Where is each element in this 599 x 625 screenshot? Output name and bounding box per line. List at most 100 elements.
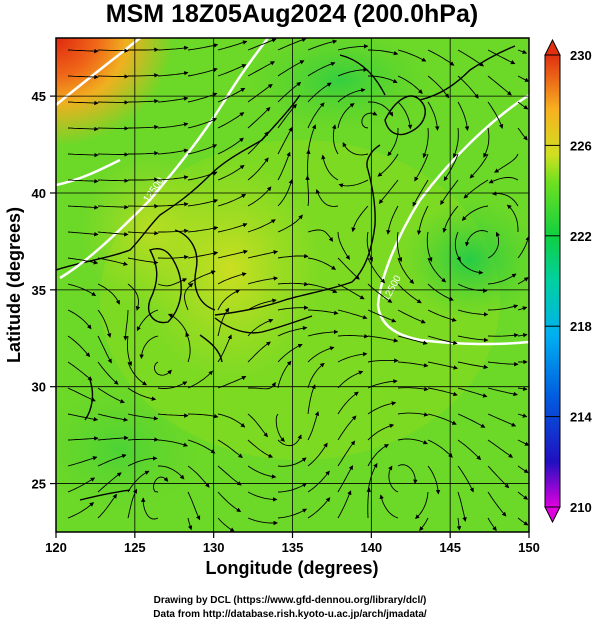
streamline [97, 472, 122, 493]
streamline [367, 101, 394, 117]
streamline [427, 387, 458, 397]
streamline [217, 289, 241, 311]
streamline [217, 439, 243, 458]
streamline [487, 413, 517, 427]
streamline [97, 204, 129, 210]
colorbar-tick-label: 226 [570, 138, 592, 153]
streamline [367, 444, 389, 467]
streamline [67, 257, 99, 265]
streamline [307, 229, 334, 242]
footer-drawing-credit: Drawing by DCL (https://www.gfd-dennou.o… [154, 595, 427, 606]
streamline [307, 384, 316, 415]
streamline [337, 465, 353, 493]
streamline [277, 126, 293, 155]
streamline [217, 164, 245, 181]
streamline [154, 361, 172, 376]
streamline [337, 309, 368, 320]
streamline [217, 87, 246, 103]
streamline [97, 178, 129, 183]
streamline [366, 487, 371, 519]
chart-title: MSM 18Z05Aug2024 (200.0hPa) [106, 0, 478, 28]
streamline [427, 465, 441, 495]
y-tick-label: 35 [32, 283, 46, 298]
x-tick-label: 140 [360, 540, 382, 555]
streamline [491, 191, 519, 207]
streamline [277, 325, 308, 337]
y-tick-label: 40 [32, 186, 46, 201]
streamline [414, 153, 429, 182]
streamline [367, 358, 399, 363]
streamline [247, 38, 277, 51]
streamline [187, 225, 219, 233]
streamline [187, 118, 218, 129]
streamline [457, 257, 484, 275]
streamline [427, 101, 440, 131]
colorbar: 230 226 222 218 214 210 [544, 38, 592, 524]
streamline [157, 439, 189, 447]
streamline [187, 171, 218, 181]
streamline [277, 179, 293, 207]
streamline [397, 438, 428, 445]
streamline [127, 283, 141, 311]
streamline [517, 332, 528, 338]
y-tick-label: 25 [32, 477, 46, 492]
streamline [97, 493, 117, 519]
streamline [388, 465, 399, 493]
streamline [307, 470, 330, 493]
streamline [452, 127, 459, 159]
streamline [97, 231, 129, 237]
streamline [217, 491, 242, 513]
streamline [307, 442, 328, 467]
streamline [126, 335, 133, 367]
streamline [427, 439, 453, 458]
y-axis-ticks: 25 30 35 40 45 [32, 89, 56, 492]
streamline [97, 152, 129, 157]
streamline [67, 502, 95, 519]
streamline [337, 370, 364, 389]
streamline [397, 361, 429, 368]
streamline [342, 142, 369, 156]
streamline [247, 491, 278, 502]
streamline [247, 186, 272, 207]
streamline [67, 456, 98, 467]
streamline [127, 456, 158, 467]
wind-streamlines [67, 38, 529, 532]
colorbar-max-arrow [544, 38, 561, 56]
streamline [457, 335, 489, 343]
streamline [351, 205, 369, 233]
streamline [315, 188, 339, 207]
streamline [217, 272, 247, 285]
streamline [307, 61, 336, 77]
streamline [67, 126, 99, 132]
streamline [305, 175, 310, 207]
streamline [337, 391, 359, 415]
streamline [397, 75, 423, 94]
streamline [97, 435, 129, 441]
streamline [517, 127, 528, 141]
streamline [456, 517, 462, 531]
streamline [217, 334, 232, 363]
streamline [247, 83, 273, 103]
x-tick-label: 120 [45, 540, 67, 555]
streamline [247, 61, 275, 77]
streamline [217, 112, 245, 129]
map-panel: 12500 12500 [56, 38, 529, 532]
streamline [187, 251, 219, 259]
streamline [422, 127, 429, 159]
streamline [140, 497, 159, 520]
streamline [187, 517, 193, 531]
streamline [307, 346, 335, 363]
streamline [517, 386, 528, 392]
y-tick-label: 30 [32, 380, 46, 395]
streamline [187, 92, 218, 103]
streamline [427, 413, 457, 425]
streamline [97, 453, 127, 467]
streamline [387, 128, 399, 157]
x-tick-label: 130 [203, 540, 225, 555]
streamline [379, 494, 399, 519]
streamline [247, 517, 279, 526]
streamline [277, 214, 303, 233]
streamline [397, 283, 422, 304]
streamline [427, 309, 457, 322]
streamline [67, 283, 97, 297]
